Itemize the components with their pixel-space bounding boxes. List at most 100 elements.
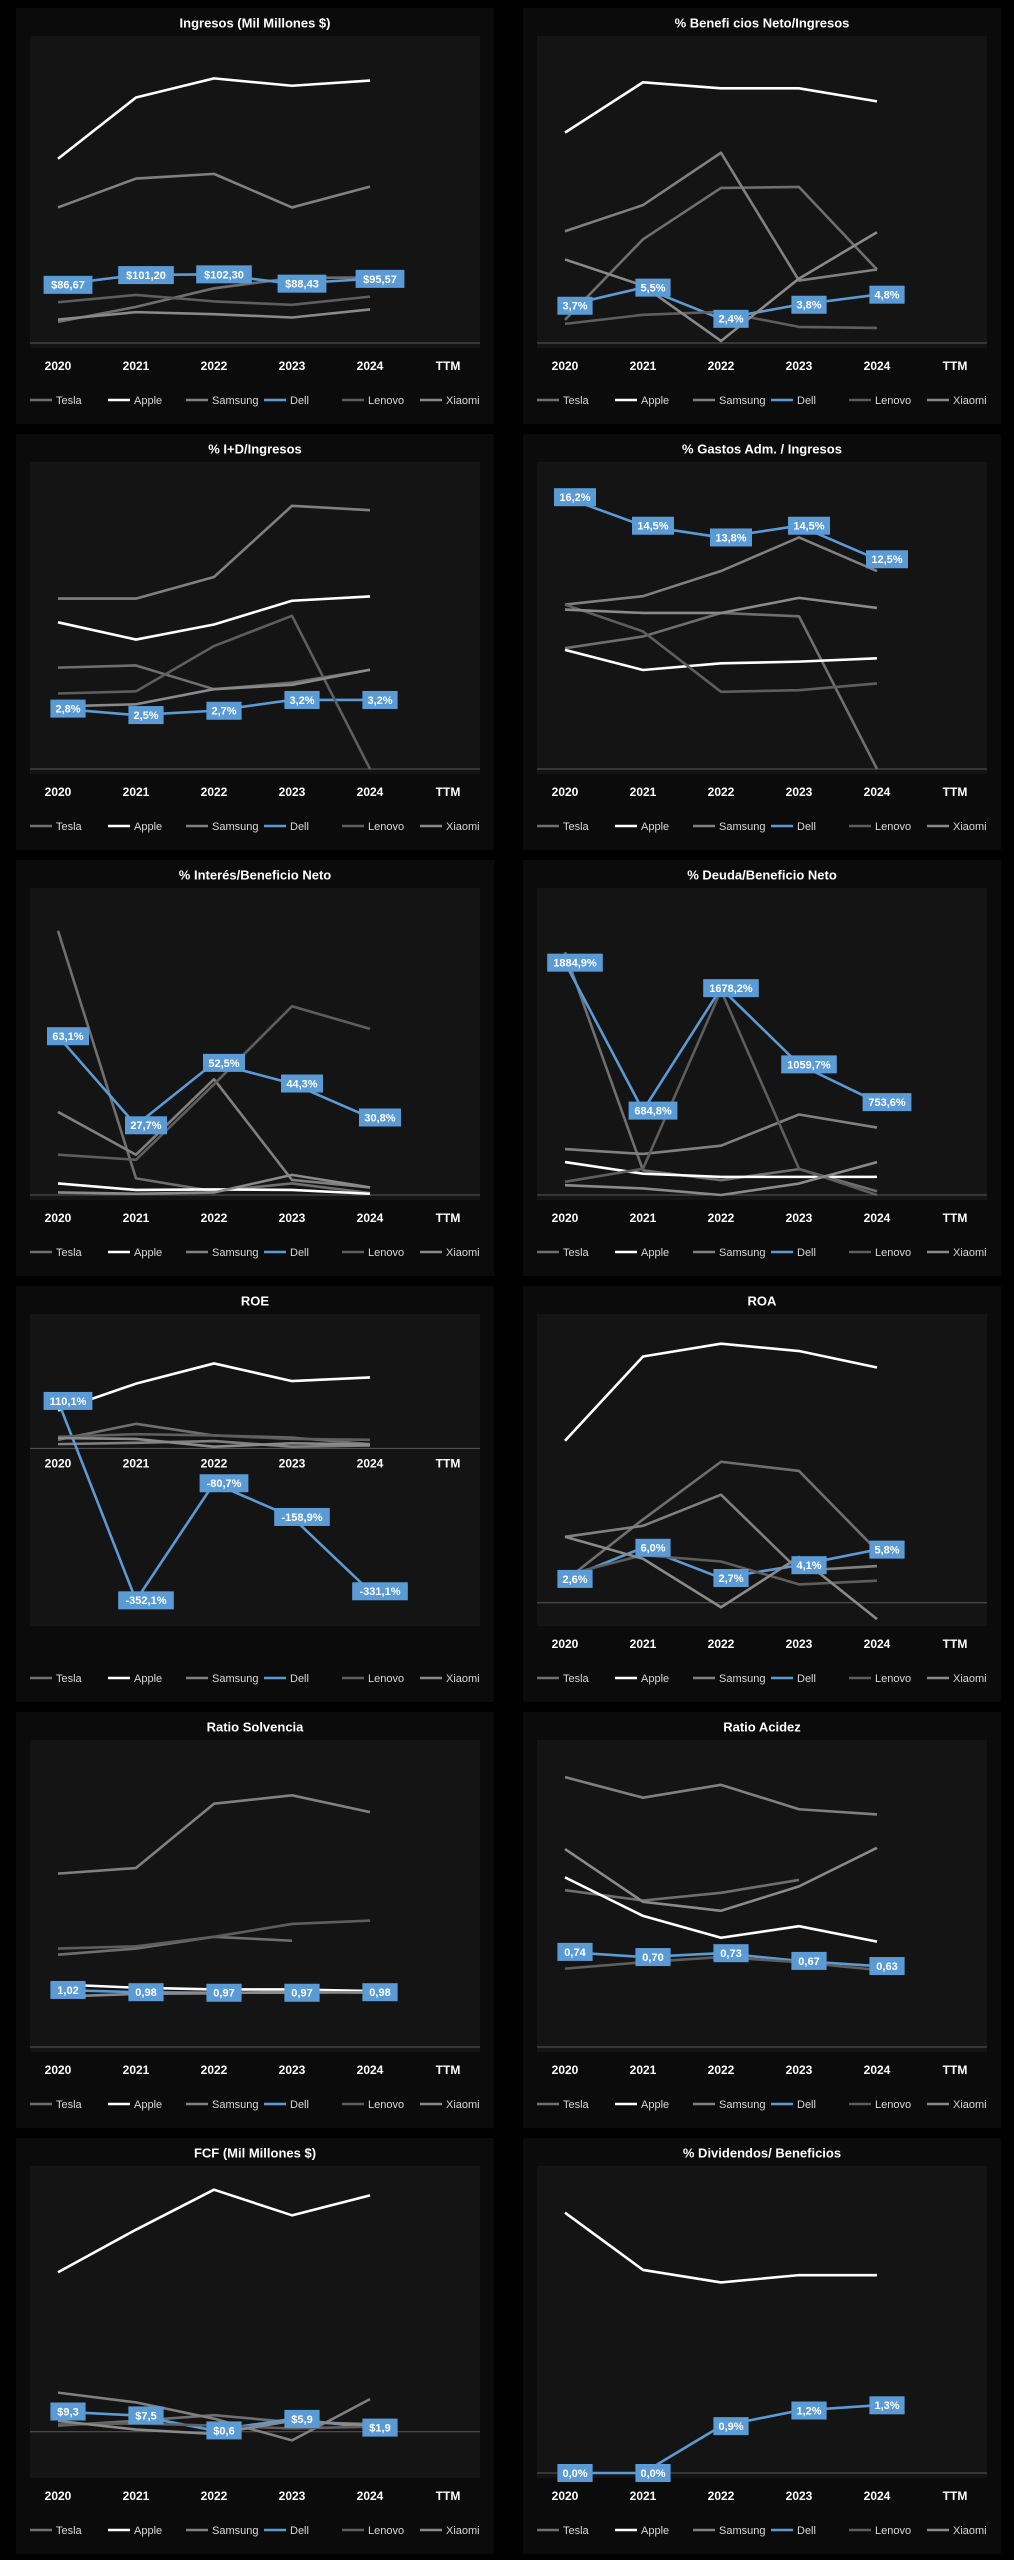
data-label: 2,8% <box>55 704 80 716</box>
x-tick-label: 2023 <box>279 785 306 799</box>
data-label: 0,9% <box>718 2421 743 2433</box>
series-line <box>58 504 371 600</box>
legend-label: Lenovo <box>368 395 404 407</box>
legend-label: Dell <box>290 2525 309 2537</box>
legend-label: Samsung <box>212 1247 258 1259</box>
series-line <box>564 185 878 321</box>
chart-panel: FCF (Mil Millones $) 2020 2021 2022 2023 2024… <box>16 2138 494 2554</box>
x-tick-label: 2024 <box>864 785 891 799</box>
data-label-bg <box>869 1957 905 1976</box>
x-tick-label: 2024 <box>864 1637 891 1651</box>
data-label: 44,3% <box>286 1078 317 1090</box>
chart-panel: % I+D/Ingresos 2020 2021 2022 2023 2024 TTM 2,8… <box>16 434 494 850</box>
chart-title: Ingresos (Mil Millones $) <box>180 15 331 30</box>
legend-label: Lenovo <box>368 1247 404 1259</box>
data-label: -80,7% <box>207 1478 242 1490</box>
data-label-bg <box>554 488 596 507</box>
data-label: 0,98 <box>369 1987 390 1999</box>
chart-title: Ratio Solvencia <box>207 1719 305 1734</box>
x-tick-label: 2021 <box>630 1637 657 1651</box>
legend-label: Tesla <box>56 1247 83 1259</box>
x-tick-label: 2022 <box>708 785 735 799</box>
legend-label: Apple <box>641 1247 669 1259</box>
series-line <box>564 1460 878 1582</box>
x-tick-label: 2023 <box>786 2063 813 2077</box>
data-label-bg <box>713 1944 749 1963</box>
data-label-bg <box>869 1540 905 1559</box>
legend-label: Samsung <box>719 821 765 833</box>
x-tick-label: 2020 <box>552 785 579 799</box>
x-tick-label: 2020 <box>45 785 72 799</box>
series-line <box>57 668 371 708</box>
legend-label: Samsung <box>212 2099 258 2111</box>
data-label: 2,4% <box>718 314 743 326</box>
data-label-bg <box>628 1101 678 1120</box>
series-line <box>57 1173 371 1196</box>
x-tick-label: 2024 <box>357 2489 384 2503</box>
x-tick-label: 2021 <box>630 2489 657 2503</box>
plot-bg <box>30 1740 480 2052</box>
series-line <box>57 1362 371 1412</box>
data-label-bg <box>43 275 93 294</box>
data-label-bg <box>713 2417 749 2436</box>
legend-label: Dell <box>290 1673 309 1685</box>
data-label-bg <box>635 1538 671 1557</box>
legend-label: Samsung <box>719 2099 765 2111</box>
data-label-bg <box>362 690 398 709</box>
data-label-bg <box>277 274 327 293</box>
chart-panel: Ingresos (Mil Millones $) 2020 2021 2022 202… <box>16 8 494 424</box>
data-label-bg <box>362 2418 398 2437</box>
legend-label: Tesla <box>563 2099 590 2111</box>
legend-label: Xiaomi <box>953 395 987 407</box>
data-label: 0,73 <box>720 1948 741 1960</box>
chart-title: ROA <box>748 1293 778 1308</box>
data-label-bg <box>359 1108 401 1127</box>
x-tick-label: 2023 <box>279 2063 306 2077</box>
legend-label: Lenovo <box>368 2099 404 2111</box>
series-line <box>564 596 878 615</box>
data-label: 0,70 <box>642 1952 663 1964</box>
legend-label: Tesla <box>56 2099 83 2111</box>
x-tick-label: 2022 <box>708 1211 735 1225</box>
series-line <box>57 614 372 770</box>
series-line <box>57 77 371 160</box>
data-label: 2,5% <box>133 710 158 722</box>
x-tick-label: 2024 <box>357 1211 384 1225</box>
data-label: 2,6% <box>562 1574 587 1586</box>
legend-label: Apple <box>134 1247 162 1259</box>
data-label-bg <box>869 2396 905 2415</box>
data-label: 753,6% <box>868 1097 906 1109</box>
data-label: $95,57 <box>363 274 397 286</box>
series-line <box>57 1919 371 1950</box>
series-line <box>564 1160 878 1197</box>
legend-label: Xiaomi <box>953 2525 987 2537</box>
legend-label: Xiaomi <box>953 1673 987 1685</box>
x-tick-label: 2020 <box>552 2489 579 2503</box>
x-tick-label: 2020 <box>552 1637 579 1651</box>
legend-label: Apple <box>641 395 669 407</box>
legend-label: Apple <box>134 821 162 833</box>
legend-label: Xiaomi <box>446 2525 480 2537</box>
data-label-bg <box>635 278 671 297</box>
legend-label: Apple <box>134 2099 162 2111</box>
legend-label: Tesla <box>563 1673 590 1685</box>
data-label-bg <box>791 1556 827 1575</box>
data-label-bg <box>50 1980 86 1999</box>
legend-label: Lenovo <box>875 2099 911 2111</box>
data-label: 52,5% <box>208 1058 239 1070</box>
data-label: 1884,9% <box>553 958 597 970</box>
legend-label: Samsung <box>212 395 258 407</box>
data-label: 2,7% <box>718 1573 743 1585</box>
data-label: 12,5% <box>871 554 902 566</box>
data-label-bg <box>635 2464 671 2482</box>
data-label-bg <box>557 1569 593 1588</box>
series-line <box>57 1432 371 1442</box>
series-line <box>564 1342 878 1442</box>
x-tick-label: 2023 <box>786 359 813 373</box>
legend-label: Apple <box>641 2525 669 2537</box>
x-tick-label: 2021 <box>123 785 150 799</box>
legend-label: Xiaomi <box>446 1673 480 1685</box>
x-tick-label: 2021 <box>123 1211 150 1225</box>
data-label-bg <box>352 1582 408 1601</box>
data-label-bg <box>128 706 164 725</box>
